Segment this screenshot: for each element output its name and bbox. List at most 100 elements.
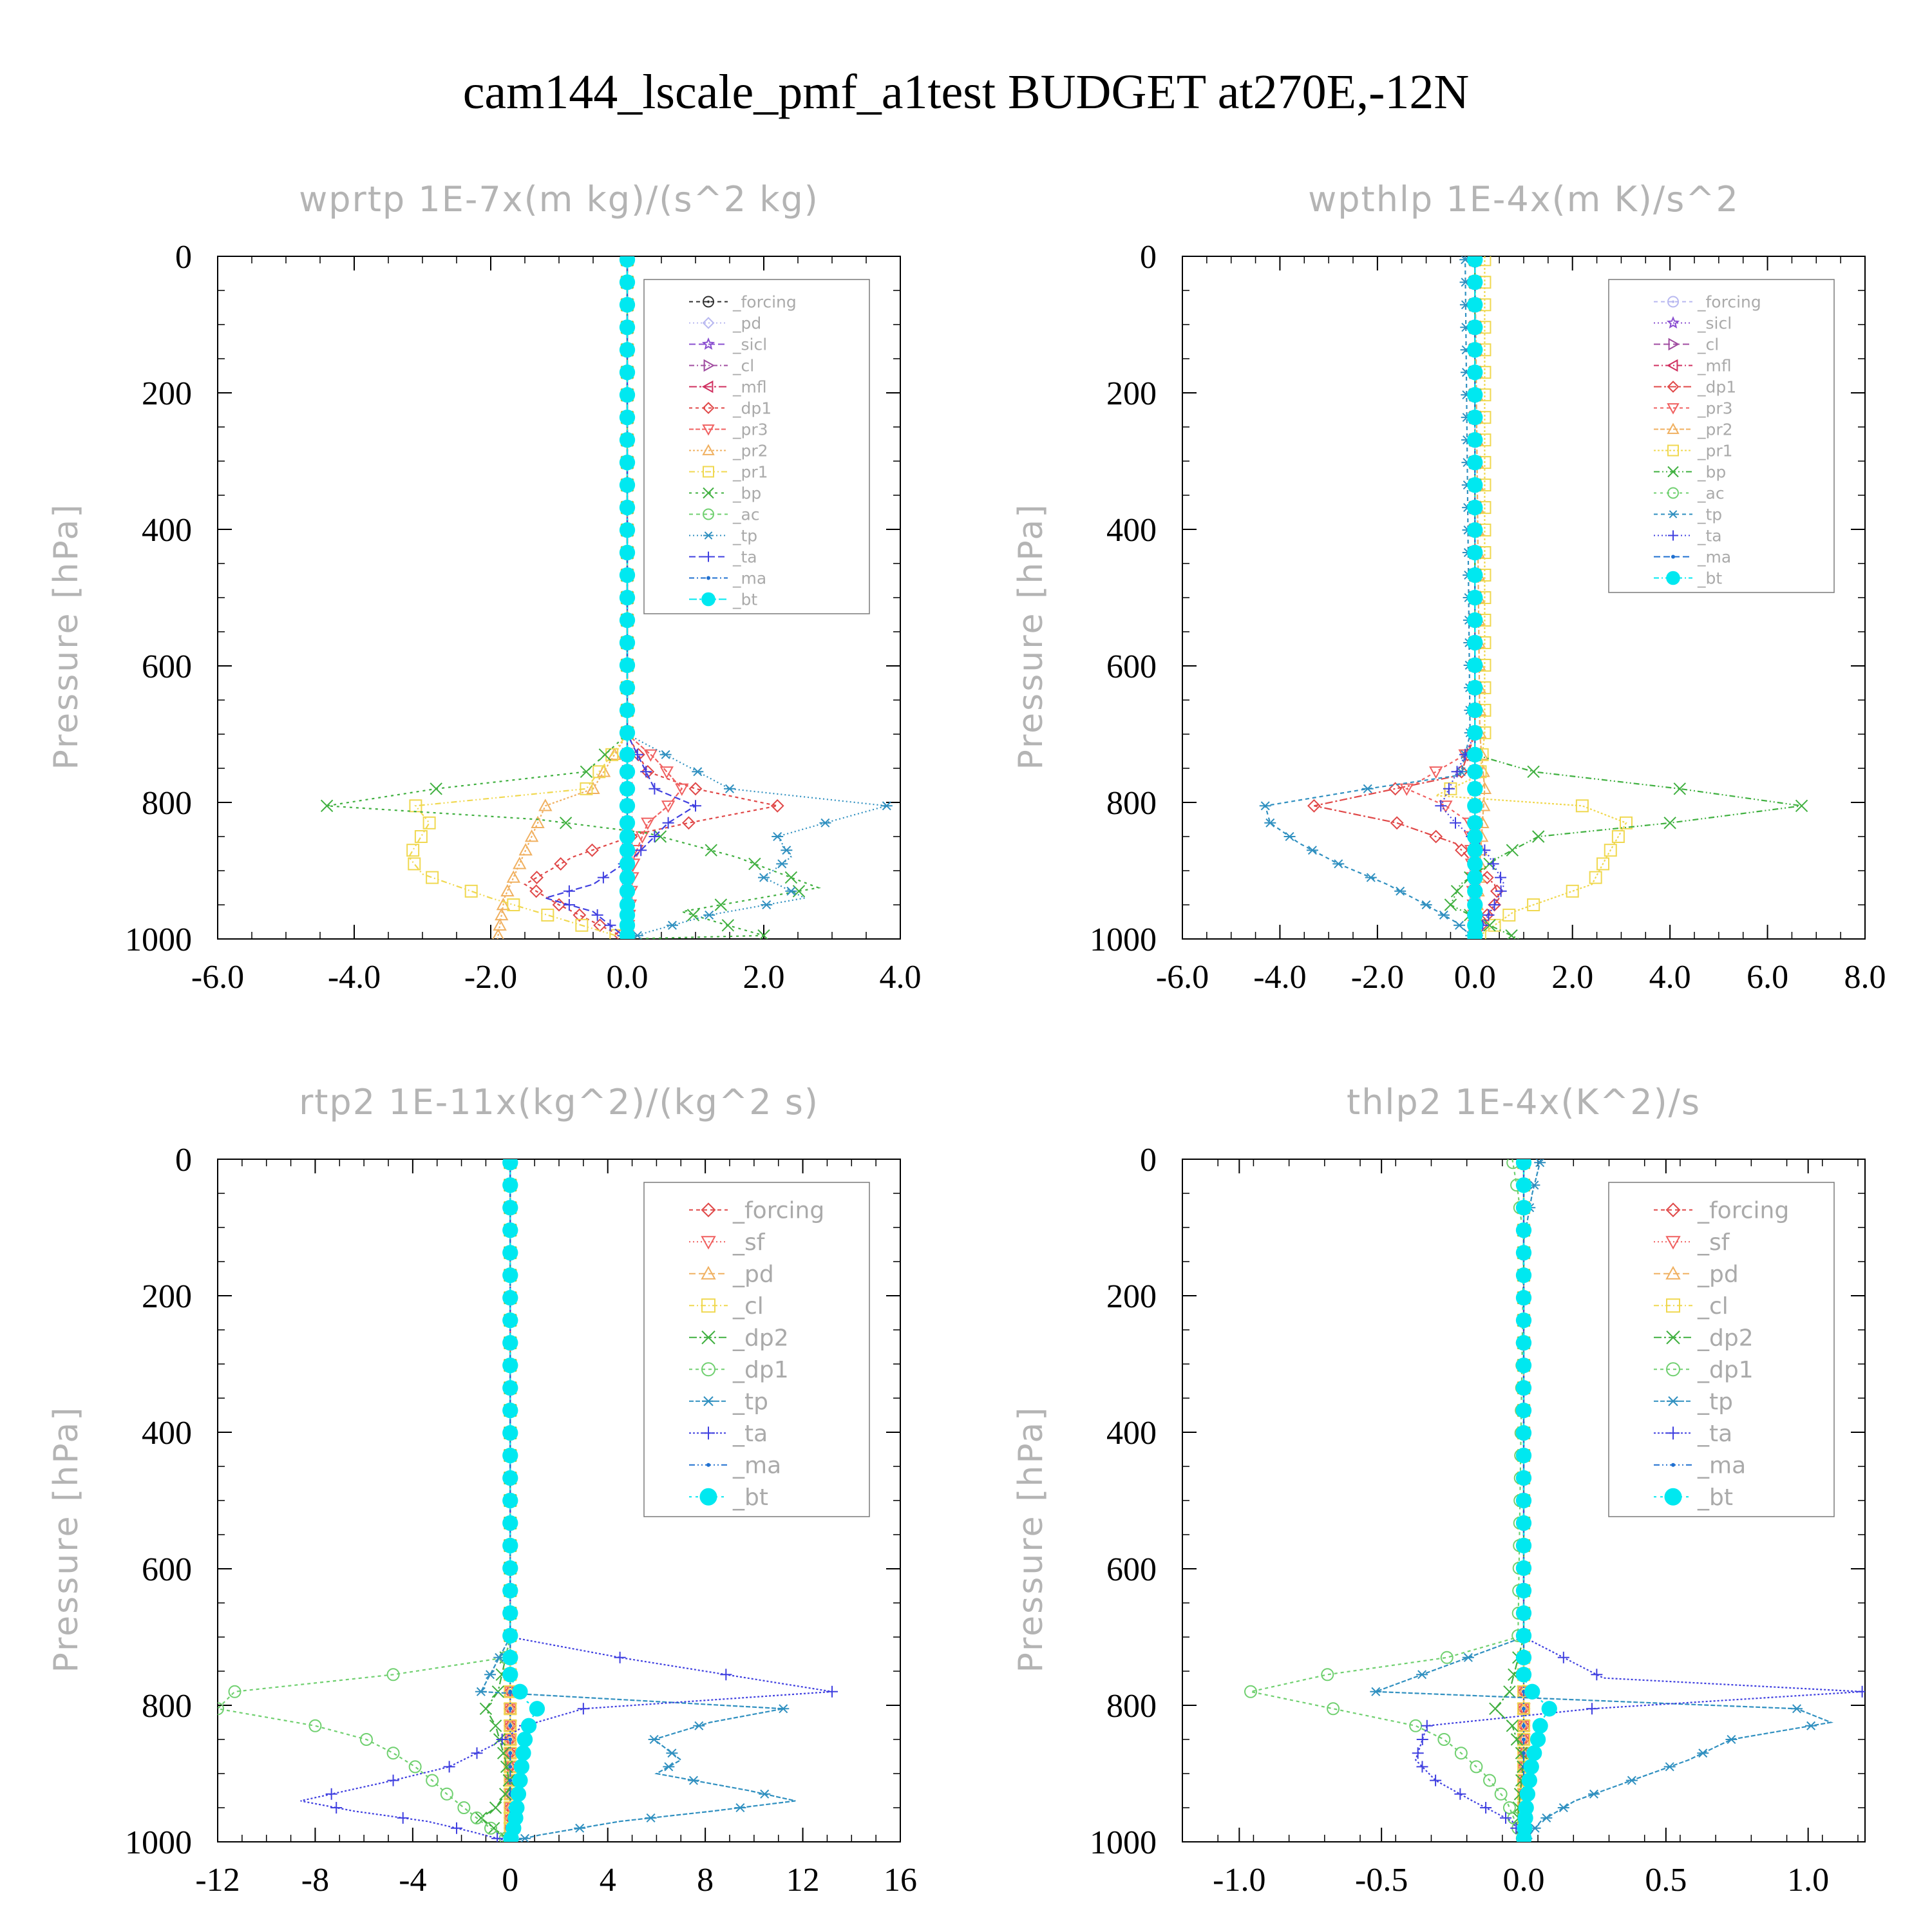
legend-label: _pr1: [732, 462, 768, 481]
data-point_bt: [515, 1745, 531, 1761]
data-point_bp: [1663, 817, 1676, 829]
data-point_bt: [619, 522, 636, 538]
data-point_dp1: [1327, 1702, 1340, 1716]
data-point_pr3: [635, 831, 650, 844]
legend-marker_mfl: [701, 380, 714, 393]
data-point_dp1: [641, 764, 655, 779]
legend-label: _pd: [732, 314, 761, 332]
x-tick-label: -2.0: [1351, 959, 1404, 996]
data-point_bt: [1523, 1759, 1539, 1775]
data-point_tp: [759, 1789, 771, 1799]
data-point_pr1: [414, 830, 428, 843]
legend-item: _pr2: [1654, 420, 1733, 439]
data-point_dp2: [1515, 1747, 1528, 1759]
legend-label: _mfl: [732, 377, 767, 396]
data-point_bt: [1467, 746, 1483, 762]
legend-item: _cl: [689, 356, 754, 375]
x-tick-label: 0.0: [1454, 959, 1496, 996]
data-point_bt: [619, 567, 636, 583]
data-point_bt: [1515, 1245, 1532, 1261]
data-point_tp: [1725, 1734, 1738, 1745]
data-point_ma: [508, 1723, 513, 1728]
data-point_tp: [1283, 831, 1296, 842]
series-group: [218, 1159, 838, 1842]
data-point_bt: [619, 319, 636, 336]
data-point_ta: [1416, 1734, 1428, 1745]
series-line_pr2: [497, 256, 629, 939]
data-point_tp: [1625, 1776, 1638, 1785]
series-line_dp1: [1250, 1159, 1525, 1842]
data-point_bt: [619, 746, 636, 762]
data-point_bt: [1467, 856, 1483, 872]
x-tick-label: 4.0: [1649, 959, 1691, 996]
x-tick-label: -8: [301, 1862, 329, 1899]
data-point_dp2: [1503, 1685, 1516, 1698]
data-point_ma: [1522, 1723, 1526, 1728]
y-tick-label: 0: [175, 1142, 192, 1179]
series-group: [1259, 256, 1808, 939]
legend-item: _cl: [689, 1293, 764, 1320]
data-point_dp1: [308, 1719, 322, 1732]
legend-marker_sf: [701, 1236, 716, 1250]
legend: _forcing _sicl _cl _mfl _dp1 _pr3 _pr2 _pr1 _bp _…: [1608, 279, 1835, 593]
data-point_dp1: [1494, 1787, 1508, 1801]
legend-marker_dp1: [701, 1362, 715, 1377]
data-point_bt: [619, 927, 636, 939]
data-point_pr1: [1611, 830, 1625, 843]
data-point_dp1: [1390, 816, 1404, 830]
data-point_ta: [1443, 782, 1455, 795]
data-point_tp: [1420, 900, 1432, 910]
x-tick-label: 0.0: [607, 959, 649, 996]
legend-label: _tp: [1697, 1388, 1733, 1415]
data-point_bt: [1541, 1701, 1557, 1717]
legend-label: _tp: [732, 1388, 768, 1415]
legend-label: _dp1: [1697, 377, 1736, 396]
series-line_pr1: [1433, 256, 1627, 939]
series-line_ta: [1439, 256, 1505, 939]
y-tick-label: 400: [142, 1415, 192, 1452]
data-point_ma: [1522, 1707, 1526, 1711]
legend-marker_cl: [701, 1298, 715, 1313]
legend-marker_forcing: [703, 296, 714, 308]
figure-title: cam144_lscale_pmf_a1test BUDGET at270E,-…: [463, 65, 1470, 119]
data-point_bt: [1467, 781, 1483, 797]
series-line_dp1: [218, 1159, 511, 1842]
legend-item: _forcing: [689, 1197, 824, 1224]
legend-marker_forcing: [1665, 1202, 1681, 1218]
data-point_bt: [502, 1222, 518, 1238]
data-point_bt: [619, 634, 636, 651]
data-point_ta: [1495, 885, 1507, 897]
data-point_bt: [1515, 1267, 1532, 1283]
data-point_tp: [648, 1734, 660, 1745]
x-tick-label: -12: [195, 1862, 240, 1899]
data-point_ta: [443, 1761, 455, 1773]
legend-marker_forcing: [701, 1202, 716, 1218]
data-point_pr1: [1596, 857, 1610, 871]
data-point_pr1: [1604, 844, 1617, 857]
data-point_bp: [1795, 799, 1808, 813]
panel-title: rtp2 1E-11x(kg^2)/(kg^2 s): [299, 1082, 819, 1122]
legend-label: _bt: [1697, 569, 1722, 587]
data-point_bt: [1467, 702, 1483, 719]
legend-marker_dp1: [702, 402, 715, 414]
legend-marker_ta: [1667, 1426, 1680, 1440]
data-point_bt: [1467, 387, 1483, 403]
data-point_bt: [1515, 1582, 1532, 1599]
data-point_tp: [1805, 1721, 1817, 1730]
data-point_bt: [1515, 1537, 1532, 1554]
data-point_bt: [619, 387, 636, 403]
data-point_ta: [577, 1703, 589, 1715]
data-point_bt: [1515, 1159, 1532, 1171]
legend-box: [643, 279, 870, 614]
legend-item: _bt: [1654, 569, 1722, 587]
data-point_bt: [1467, 342, 1483, 358]
data-point_pr1: [426, 871, 439, 884]
data-point_bt: [1515, 1290, 1532, 1306]
data-point_bt: [502, 1159, 518, 1171]
data-point_pr1: [1566, 884, 1579, 898]
data-point_bt: [1467, 589, 1483, 606]
data-point_pr2: [496, 897, 511, 911]
data-point_bt: [619, 798, 636, 814]
y-tick-label: 400: [142, 512, 192, 549]
data-point_bt: [619, 869, 636, 886]
